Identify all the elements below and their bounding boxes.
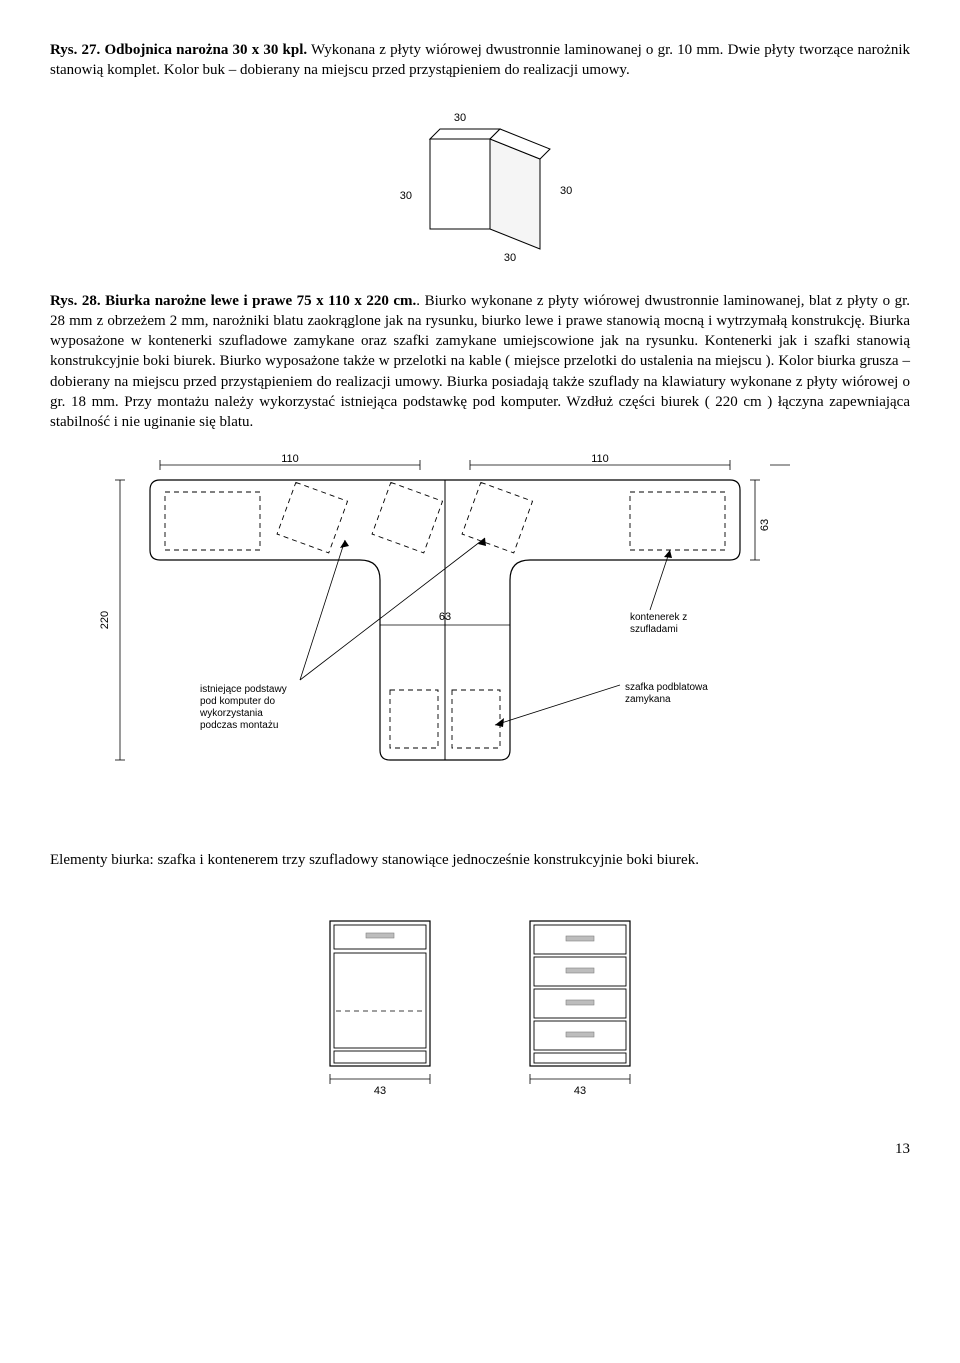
- rys-28-heading: Rys. 28. Biurka narożne lewe i prawe 75 …: [50, 293, 416, 309]
- svg-text:30: 30: [454, 112, 466, 124]
- cabinet-door-svg: 43: [310, 911, 450, 1101]
- label-container: kontenerek z szufladami: [630, 612, 690, 635]
- drawer-unit-svg: 43: [510, 911, 650, 1101]
- page-number: 13: [50, 1141, 910, 1158]
- figure-corner-guard: 30 30 30 30: [50, 99, 910, 269]
- label-existing-stands: istniejące podstawy pod komputer do wyko…: [199, 684, 290, 731]
- rys-27-heading: Rys. 27. Odbojnica narożna 30 x 30 kpl.: [50, 42, 307, 58]
- paragraph-elements: Elementy biurka: szafka i kontenerem trz…: [50, 850, 910, 870]
- corner-guard-svg: 30 30 30 30: [360, 99, 600, 269]
- svg-text:43: 43: [574, 1085, 586, 1097]
- label-cabinet: szafka podblatowa zamykana: [625, 682, 711, 705]
- svg-text:30: 30: [504, 252, 516, 264]
- svg-text:110: 110: [591, 453, 609, 465]
- svg-text:220: 220: [99, 611, 111, 629]
- svg-text:110: 110: [281, 453, 299, 465]
- svg-text:43: 43: [374, 1085, 386, 1097]
- svg-text:63: 63: [439, 611, 451, 623]
- svg-text:30: 30: [400, 190, 412, 202]
- figure-cabinets: 43 43: [50, 911, 910, 1101]
- rys-28-body: . Biurko wykonane z płyty wiórowej dwust…: [50, 293, 910, 431]
- desk-plan-svg: 110 110 63 220: [90, 450, 850, 810]
- svg-text:30: 30: [560, 185, 572, 197]
- paragraph-rys-28: Rys. 28. Biurka narożne lewe i prawe 75 …: [50, 291, 910, 433]
- figure-desk-plan: 110 110 63 220: [50, 450, 910, 810]
- svg-text:63: 63: [759, 519, 771, 531]
- paragraph-rys-27: Rys. 27. Odbojnica narożna 30 x 30 kpl. …: [50, 40, 910, 81]
